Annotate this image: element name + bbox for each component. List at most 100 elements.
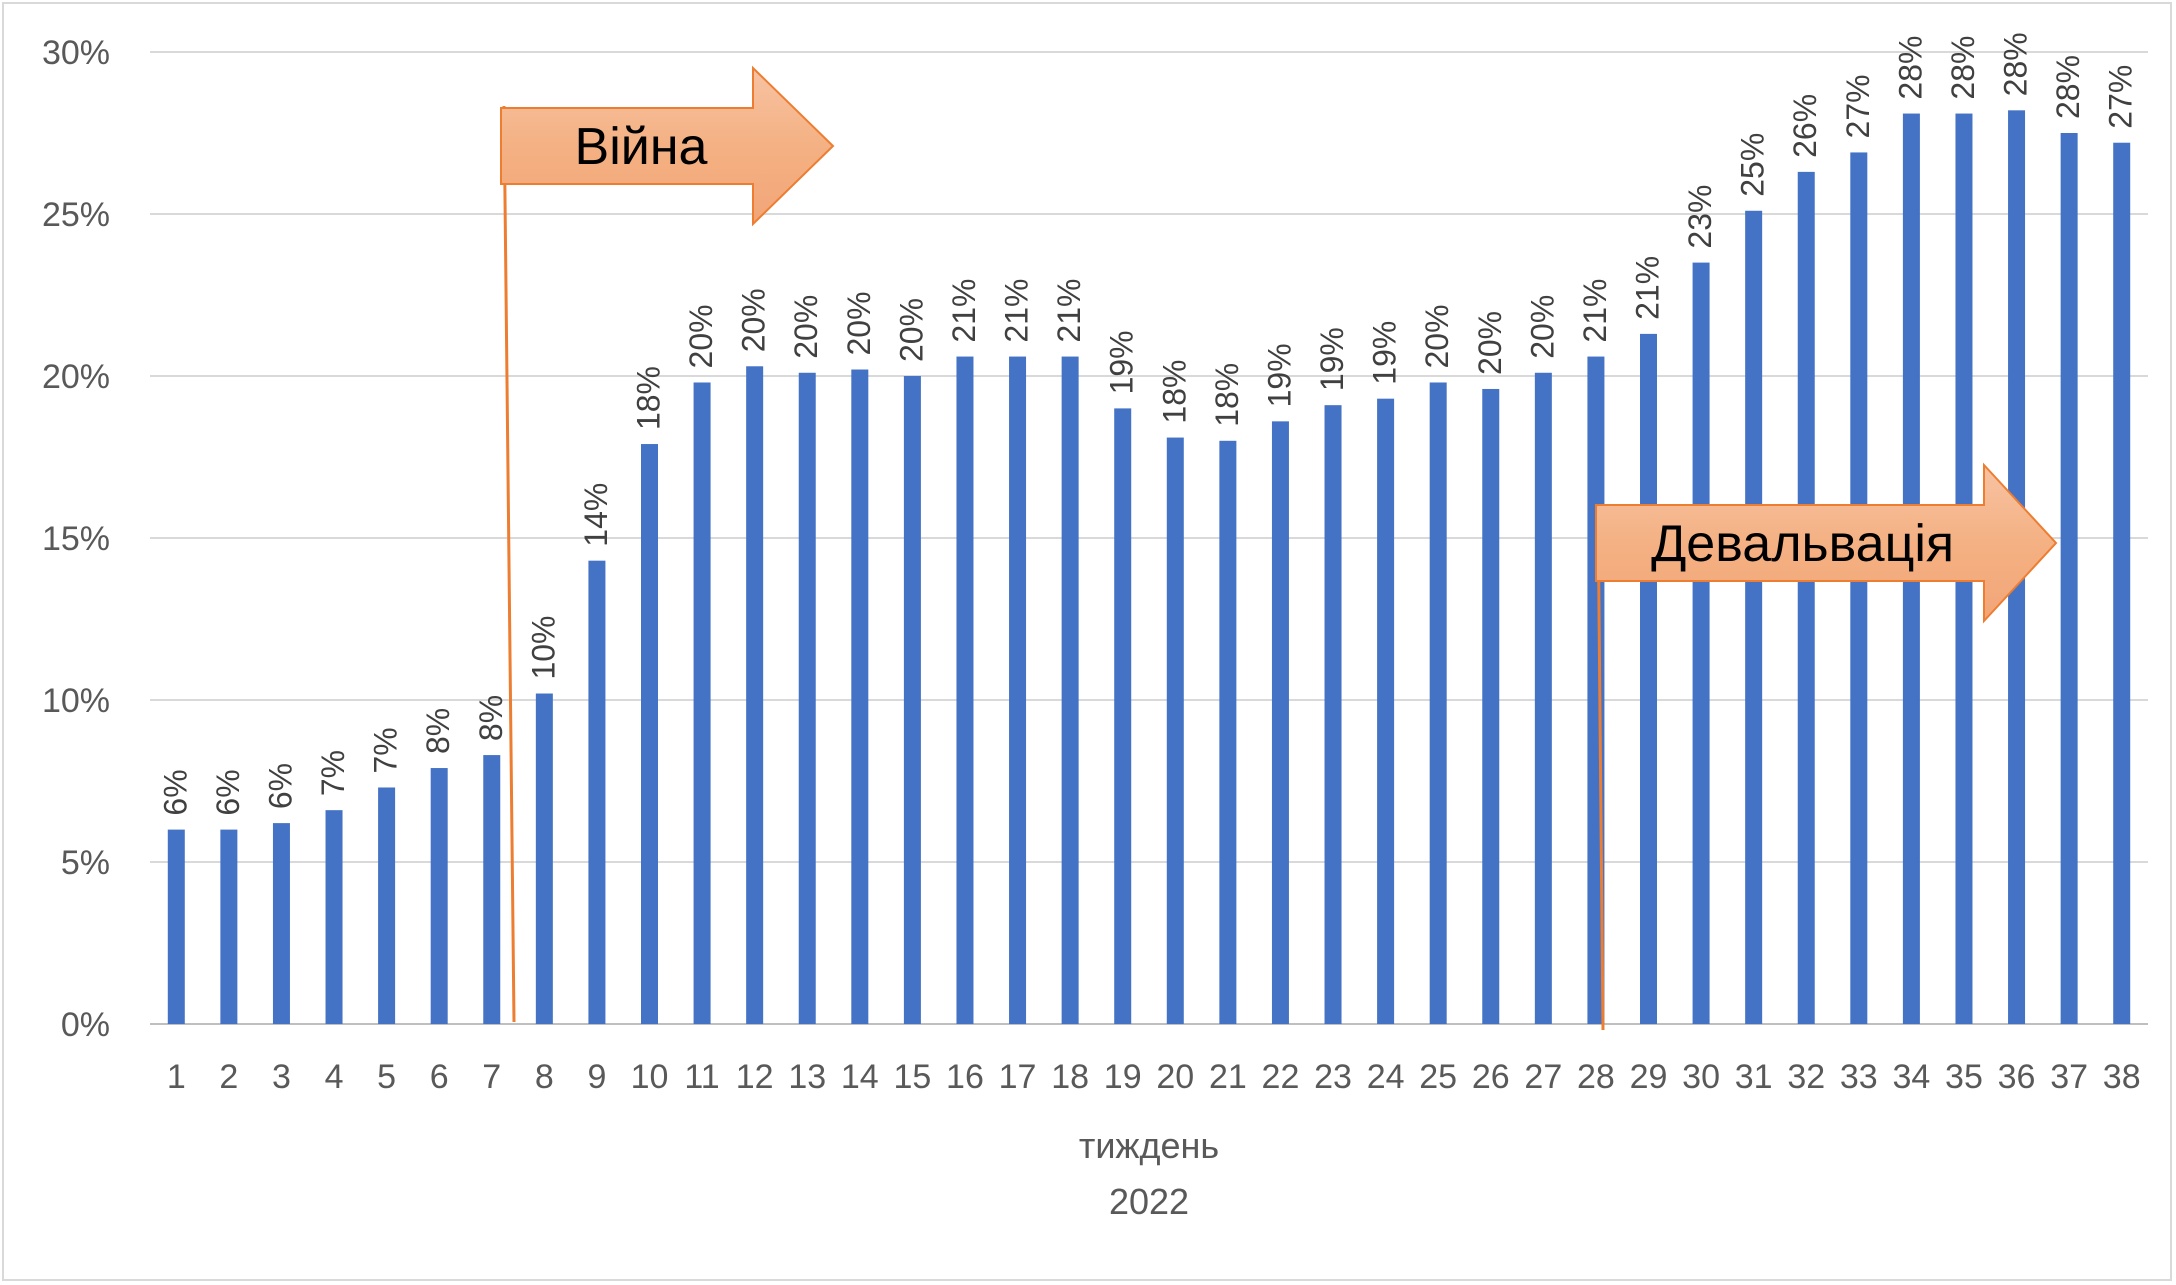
bar (851, 369, 869, 1024)
x-tick-label: 33 (1840, 1058, 1878, 1096)
data-label: 20% (1524, 295, 1560, 359)
data-label: 6% (157, 769, 193, 815)
x-tick-label: 16 (946, 1058, 984, 1096)
data-labels: 6% 6% 6% 7% 7% 8% 8% 10% 14% 18% 20% 20% 20% 20% 20% 21… (157, 32, 2138, 815)
data-label: 20% (736, 288, 772, 352)
x-tick-label: 8 (535, 1058, 554, 1096)
y-tick-label: 0% (61, 1006, 110, 1044)
bar (535, 693, 553, 1024)
bar (746, 366, 764, 1024)
x-axis: 1 2 3 4 5 6 7 8 9 10 11 12 13 14 15 16 17 18 19 20 21 22 23 24 2… (167, 1058, 2141, 1096)
x-tick-label: 19 (1104, 1058, 1142, 1096)
bar (1114, 408, 1132, 1024)
x-tick-label: 23 (1314, 1058, 1352, 1096)
x-tick-label: 37 (2050, 1058, 2088, 1096)
data-label: 20% (683, 304, 719, 368)
data-label: 20% (1472, 311, 1508, 375)
y-tick-label: 30% (42, 34, 110, 72)
x-tick-label: 4 (325, 1058, 344, 1096)
x-tick-label: 14 (841, 1058, 879, 1096)
bar (641, 444, 658, 1024)
x-tick-label: 20 (1156, 1058, 1194, 1096)
data-label: 19% (1314, 327, 1350, 391)
x-axis-title-line: 2022 (1109, 1181, 1189, 1222)
bar (1009, 356, 1027, 1024)
annotation-1: Війна (500, 65, 835, 1023)
data-label: 21% (946, 279, 982, 343)
data-label: 6% (262, 763, 298, 809)
y-tick-label: 10% (42, 682, 110, 720)
x-tick-label: 17 (999, 1058, 1037, 1096)
x-tick-label: 26 (1472, 1058, 1510, 1096)
bar (1061, 356, 1079, 1024)
y-tick-label: 20% (42, 358, 110, 396)
x-tick-label: 15 (893, 1058, 931, 1096)
data-label: 27% (1840, 74, 1876, 138)
data-label: 18% (631, 366, 667, 430)
x-tick-label: 1 (167, 1058, 186, 1096)
bar (1324, 405, 1342, 1024)
x-tick-label: 38 (2103, 1058, 2141, 1096)
data-label: 20% (841, 291, 877, 355)
data-label: 28% (2050, 55, 2086, 119)
data-label: 8% (473, 695, 509, 741)
data-label: 8% (420, 708, 456, 754)
x-tick-label: 28 (1577, 1058, 1615, 1096)
bar (1850, 152, 1868, 1024)
y-tick-label: 5% (61, 844, 110, 882)
data-label: 28% (1998, 32, 2034, 96)
x-tick-label: 21 (1209, 1058, 1247, 1096)
annotation-text: Війна (575, 118, 708, 176)
x-tick-label: 35 (1945, 1058, 1983, 1096)
x-axis-title: тиждень 2022 (1079, 1125, 1219, 1222)
data-label: 6% (210, 769, 246, 815)
x-tick-label: 13 (788, 1058, 826, 1096)
annotation-arrow (1595, 462, 2058, 624)
bar (167, 829, 185, 1024)
data-label: 20% (788, 295, 824, 359)
data-label: 18% (1156, 360, 1192, 424)
data-label: 23% (1682, 185, 1718, 249)
x-tick-label: 27 (1524, 1058, 1562, 1096)
annotation-marker-line (1596, 503, 1605, 1031)
bar (430, 768, 448, 1024)
x-tick-label: 30 (1682, 1058, 1720, 1096)
x-tick-label: 22 (1262, 1058, 1300, 1096)
data-label: 20% (1419, 304, 1455, 368)
x-tick-label: 7 (482, 1058, 501, 1096)
bar (1482, 388, 1500, 1025)
bar (2060, 133, 2078, 1024)
x-tick-label: 9 (587, 1058, 606, 1096)
annotation-text: Девальвація (1651, 515, 1954, 573)
data-label: 20% (893, 298, 929, 362)
bar (1219, 440, 1237, 1024)
data-label: 28% (1892, 36, 1928, 100)
bar (1166, 437, 1184, 1024)
annotation-marker-line (502, 105, 516, 1023)
x-axis-title-line: тиждень (1079, 1125, 1219, 1166)
bar (272, 823, 290, 1024)
bar (325, 810, 343, 1024)
y-tick-label: 25% (42, 196, 110, 234)
x-tick-label: 3 (272, 1058, 291, 1096)
x-tick-label: 36 (1998, 1058, 2036, 1096)
data-label: 19% (1261, 343, 1297, 407)
y-axis: 0% 5% 10% 15% 20% 25% 30% (42, 34, 110, 1044)
bar (798, 372, 816, 1024)
data-label: 25% (1735, 133, 1771, 197)
data-label: 19% (1104, 330, 1140, 394)
bar (1429, 382, 1447, 1025)
x-tick-label: 12 (736, 1058, 774, 1096)
data-label: 26% (1787, 94, 1823, 158)
bar (693, 382, 711, 1025)
annotation-arrow (500, 65, 835, 227)
x-tick-label: 24 (1367, 1058, 1405, 1096)
x-tick-label: 18 (1051, 1058, 1089, 1096)
data-label: 7% (315, 750, 351, 796)
annotation-2: Девальвація (1595, 462, 2058, 1031)
bar (483, 755, 501, 1024)
data-label: 28% (1945, 36, 1981, 100)
bar (1692, 262, 1710, 1025)
bar (956, 356, 974, 1024)
